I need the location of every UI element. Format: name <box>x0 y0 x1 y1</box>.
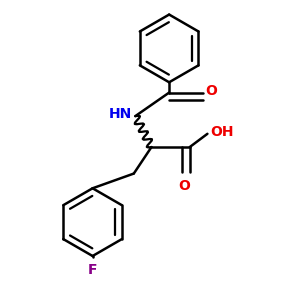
Text: OH: OH <box>210 125 233 139</box>
Text: O: O <box>206 84 217 98</box>
Text: O: O <box>178 179 190 194</box>
Text: HN: HN <box>109 107 132 121</box>
Text: F: F <box>88 263 97 278</box>
